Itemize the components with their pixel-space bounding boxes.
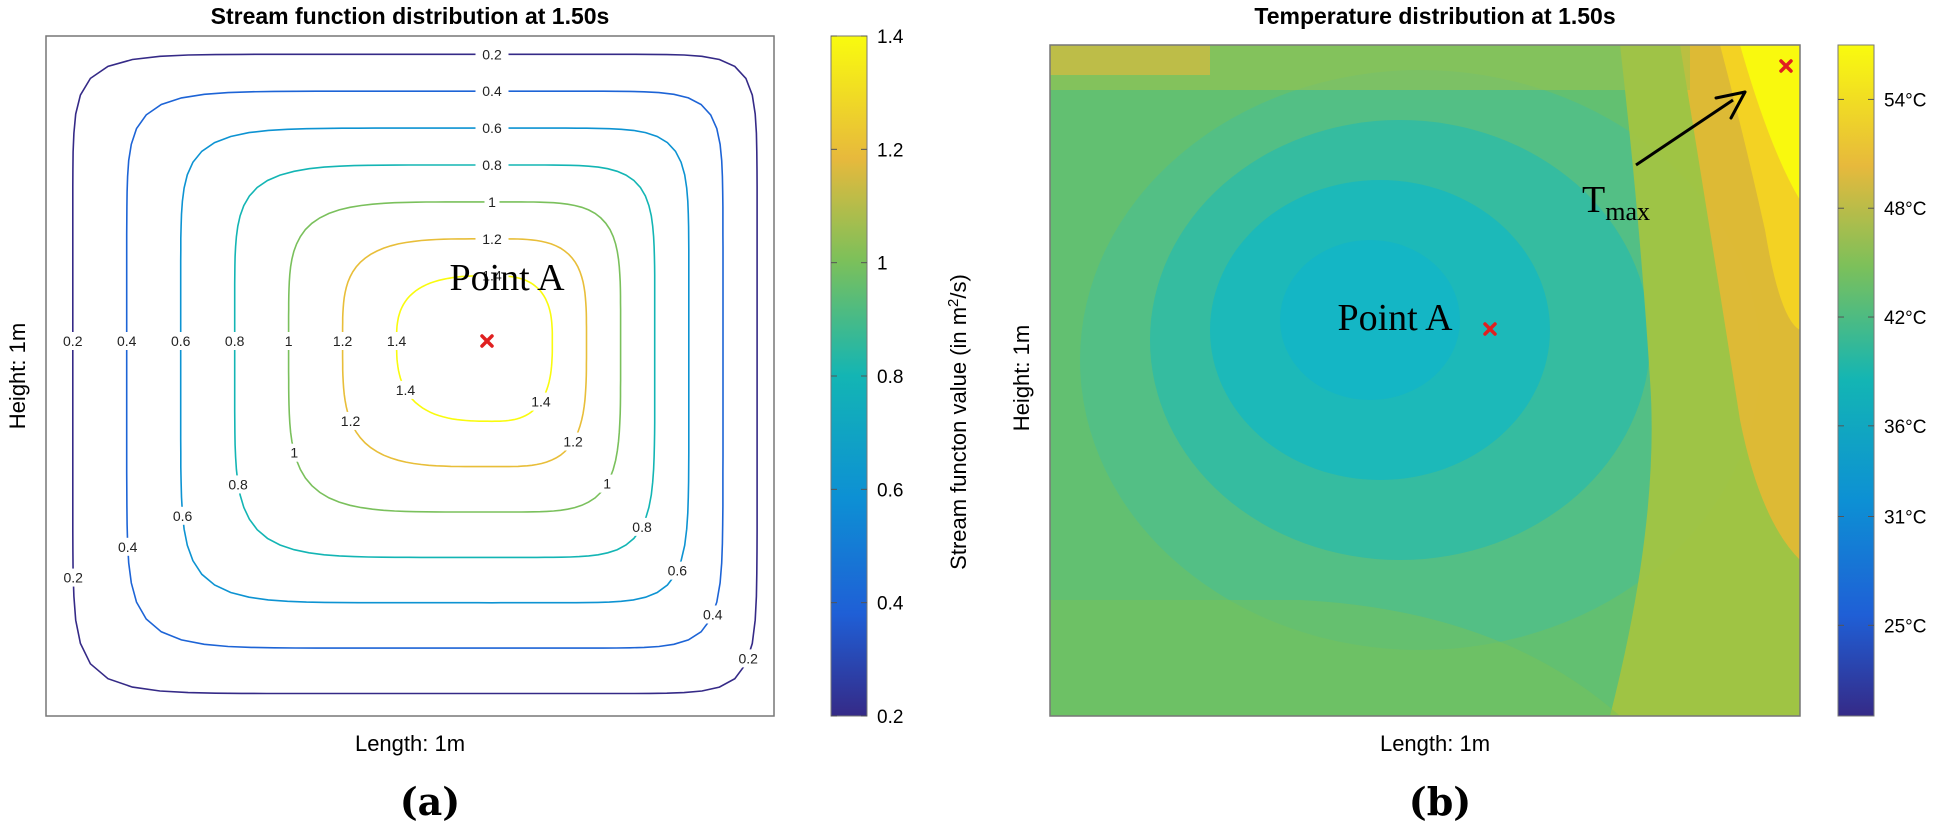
- contour-label: 1: [603, 476, 611, 492]
- contour-label: 0.8: [225, 333, 245, 349]
- contour-label: 0.4: [482, 83, 502, 99]
- contour-label: 0.4: [703, 607, 723, 623]
- colorbar-tick-label: 1.2: [877, 140, 903, 161]
- panel-a-point-a-marker: Point A: [449, 257, 565, 348]
- panel-b-point-a-marker: Point A: [1337, 297, 1497, 339]
- panel-a-plot-area: [45, 35, 775, 717]
- panel-b-tmax-arrow: [1635, 98, 1734, 167]
- panel-b-tmax-label: Tmax: [1582, 179, 1650, 226]
- panel-b-xlabel: Length: 1m: [1380, 731, 1490, 756]
- colorbar-tick-label: 0.6: [877, 480, 903, 501]
- panel-b-colorbar-gradient: [1837, 44, 1875, 717]
- colorbar-tick-label: 54°C: [1884, 90, 1926, 111]
- panel-b-colorbar-ticks: 25°C 31°C 36°C 42°C 48°C 54°C: [1838, 90, 1926, 637]
- contour-label: 1.4: [531, 394, 551, 410]
- contour-label: 1.4: [482, 268, 502, 284]
- contour-label: 0.2: [738, 650, 758, 666]
- panel-a-colorbar-label: Stream functon value (in m2/s): [945, 274, 971, 570]
- contour-label: 1.2: [341, 413, 361, 429]
- contour-label: 1.2: [333, 333, 353, 349]
- colorbar-tick-label: 31°C: [1884, 508, 1926, 529]
- panel-a-colorbar-ticks: 0.2 0.4 0.6 0.8 1 1.2 1.4: [831, 27, 904, 728]
- panel-b-plot-frame: [1049, 44, 1801, 717]
- contour-label: 0.8: [482, 157, 502, 173]
- colorbar-tick-label: 48°C: [1884, 199, 1926, 220]
- panel-b-ylabel: Height: 1m: [1009, 325, 1034, 431]
- panel-a-colorbar: 0.2 0.4 0.6 0.8 1 1.2 1.4 Stream functon value…: [830, 27, 971, 728]
- panel-a-point-a-label: Point A: [449, 257, 565, 299]
- contour-label: 0.6: [171, 333, 191, 349]
- colorbar-tick-label: 25°C: [1884, 616, 1926, 637]
- contour-label: 1: [290, 445, 298, 461]
- panel-b-tmax-cross: [1779, 59, 1793, 73]
- colorbar-tick-label: 0.2: [877, 707, 903, 728]
- colorbar-tick-label: 0.8: [877, 367, 903, 388]
- contour-label: 1: [488, 194, 496, 210]
- contour-label: 0.4: [118, 539, 138, 555]
- colorbar-tick-label: 1.4: [877, 27, 904, 48]
- contour-label: 0.6: [173, 508, 193, 524]
- colorbar-tick-label: 36°C: [1884, 417, 1926, 438]
- contour-label: 1.4: [387, 333, 407, 349]
- panel-b-heatmap: [1050, 45, 1800, 716]
- panel-a-xlabel: Length: 1m: [355, 731, 465, 756]
- panel-b-point-a-cross: [1483, 322, 1497, 336]
- contour-label: 0.2: [63, 333, 83, 349]
- colorbar-tick-label: 42°C: [1884, 308, 1926, 329]
- panel-b-title: Temperature distribution at 1.50s: [1254, 3, 1615, 29]
- panel-a-title: Stream function distribution at 1.50s: [211, 3, 610, 29]
- panel-b-colorbar: 25°C 31°C 36°C 42°C 48°C 54°C: [1837, 44, 1926, 717]
- contour-label: 1: [285, 333, 293, 349]
- panel-a-ylabel: Height: 1m: [5, 323, 30, 429]
- contour-label: 0.6: [668, 563, 688, 579]
- contour-label: 1.2: [563, 433, 583, 449]
- contour-label: 1.2: [482, 231, 502, 247]
- panel-a: Stream function distribution at 1.50s 0.…: [5, 3, 971, 824]
- contour-label: 0.8: [632, 519, 652, 535]
- contour-label: 0.4: [117, 333, 137, 349]
- contour-label: 0.8: [228, 476, 248, 492]
- panel-a-label: (a): [400, 779, 461, 824]
- contour-label: 0.6: [482, 120, 502, 136]
- panel-b-tmax-arrowhead: [1714, 90, 1747, 120]
- contour-label: 1.4: [396, 382, 416, 398]
- colorbar-tick-label: 0.4: [877, 594, 904, 615]
- panel-b-tmax-marker: Tmax: [1582, 59, 1793, 226]
- panel-b: Temperature distribution at 1.50s Point …: [1009, 3, 1926, 824]
- panel-b-point-a-label: Point A: [1337, 297, 1453, 339]
- colorbar-tick-label: 1: [877, 254, 888, 275]
- contour-label: 0.2: [482, 46, 502, 62]
- panel-b-label: (b): [1409, 779, 1472, 824]
- panel-a-point-a-cross: [480, 334, 494, 348]
- contour-label: 0.2: [63, 570, 83, 586]
- panel-a-contour-labels: 0.2 0.2 0.2 0.2 0.4 0.4 0.4 0.4 0.6 0.6 0.6 0.6 0.8 0…: [56, 45, 765, 668]
